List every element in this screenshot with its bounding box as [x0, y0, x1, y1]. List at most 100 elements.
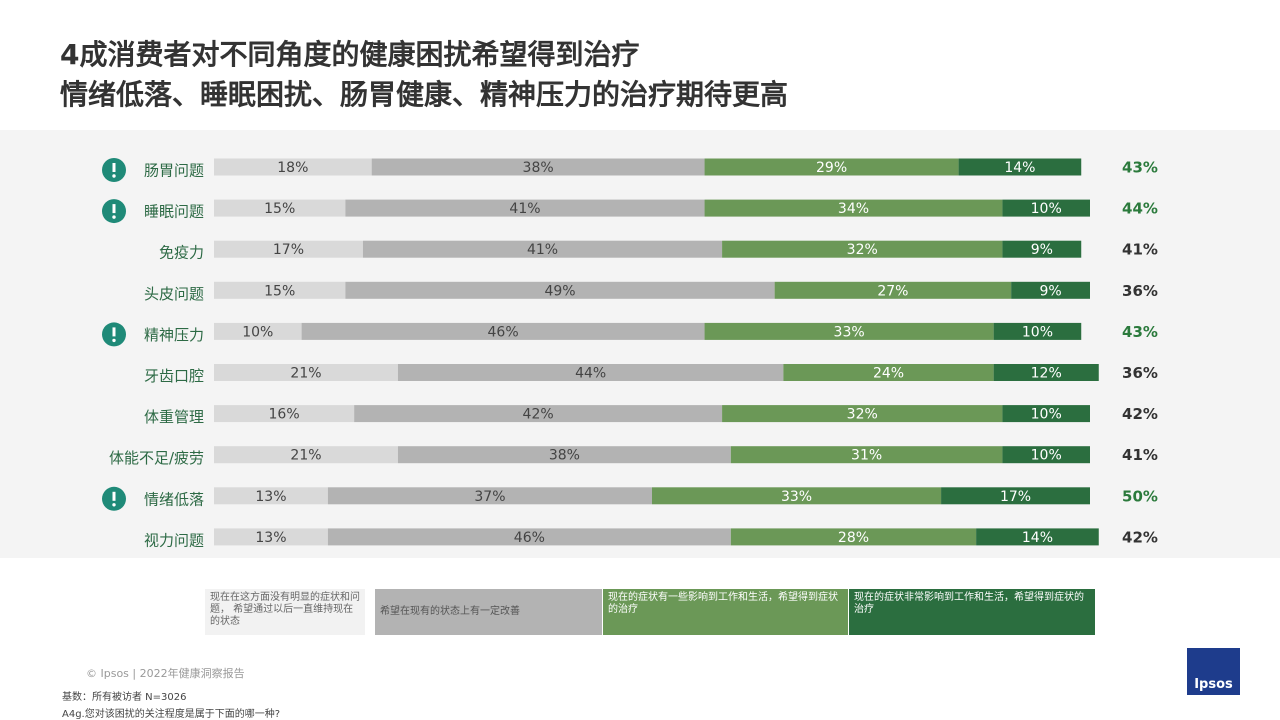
subtitle: 情绪低落、睡眠困扰、肠胃健康、精神压力的治疗期待更高 — [60, 78, 789, 111]
category-label: 情绪低落 — [144, 490, 204, 508]
bar-segment — [722, 405, 1003, 423]
bar-segment — [1002, 446, 1090, 464]
category-label: 体能不足/疲劳 — [109, 449, 204, 467]
value-label: 9% — [1031, 242, 1053, 258]
value-label: 28% — [838, 530, 869, 546]
bar-segment — [976, 528, 1099, 546]
total-label: 44% — [1122, 200, 1158, 218]
base-note: 基数：所有被访者 N=3026 — [62, 692, 187, 703]
bar-segment — [722, 240, 1003, 258]
legend-entry: 现在在这方面没有明显的症状和问题， 希望通过以后一直维持现在的状态 — [205, 589, 365, 635]
value-label: 21% — [290, 448, 321, 464]
value-label: 24% — [873, 366, 904, 382]
bar-segment — [704, 322, 994, 340]
bar-segment — [214, 281, 346, 299]
bar-segment — [958, 158, 1082, 176]
alert-icon-dot — [112, 338, 116, 343]
bar-segment — [214, 199, 346, 217]
category-label: 头皮问题 — [144, 285, 204, 303]
bar-segment — [941, 487, 1090, 505]
value-label: 29% — [816, 160, 847, 176]
value-label: 14% — [1022, 530, 1053, 546]
value-label: 46% — [514, 530, 545, 546]
bar-segment — [704, 158, 959, 176]
value-label: 9% — [1039, 283, 1061, 299]
value-label: 31% — [851, 448, 882, 464]
bar-segment — [1002, 240, 1082, 258]
alert-icon-bar — [112, 491, 116, 501]
question-note: A4g.您对该困扰的关注程度是属于下面的哪一种? — [62, 709, 281, 720]
value-label: 37% — [474, 489, 505, 505]
bar-segment — [1002, 405, 1090, 423]
title: 4成消费者对不同角度的健康困扰希望得到治疗 — [60, 38, 640, 71]
legend-entry: 现在的症状非常影响到工作和生活，希望得到症状的治疗 — [849, 589, 1095, 635]
value-label: 15% — [264, 283, 295, 299]
bar-segment — [704, 199, 1003, 217]
bar-segment — [371, 158, 705, 176]
bar-segment — [214, 240, 363, 258]
bar-segment — [214, 405, 355, 423]
alert-icon-dot — [112, 174, 116, 178]
value-label: 21% — [290, 366, 321, 382]
bar-segment — [214, 528, 328, 546]
bar-segment — [1002, 199, 1090, 217]
total-label: 50% — [1122, 487, 1158, 505]
total-label: 36% — [1122, 364, 1158, 382]
value-label: 17% — [1000, 489, 1031, 505]
value-label: 10% — [1031, 448, 1062, 464]
value-label: 38% — [523, 160, 554, 176]
value-label: 33% — [781, 489, 812, 505]
bar-segment — [214, 364, 398, 381]
category-label: 睡眠问题 — [144, 203, 204, 221]
value-label: 42% — [523, 407, 554, 423]
bar-segment — [214, 446, 398, 464]
value-label: 10% — [1022, 324, 1053, 340]
value-label: 13% — [255, 489, 286, 505]
alert-icon-bar — [112, 163, 116, 172]
bar-segment — [397, 446, 731, 464]
logo: Ipsos — [1187, 648, 1240, 695]
alert-icon-bar — [112, 204, 116, 214]
value-label: 10% — [1031, 407, 1062, 423]
value-label: 32% — [847, 242, 878, 258]
value-label: 17% — [273, 242, 304, 258]
bar-segment — [730, 446, 1003, 464]
value-label: 33% — [834, 324, 865, 340]
category-label: 视力问题 — [144, 531, 204, 549]
total-label: 41% — [1122, 446, 1158, 464]
value-label: 34% — [838, 201, 869, 217]
alert-icon-dot — [112, 215, 116, 219]
value-label: 41% — [509, 201, 540, 217]
value-label: 16% — [269, 407, 300, 423]
total-label: 42% — [1122, 528, 1158, 546]
value-label: 41% — [527, 242, 558, 258]
bar-segment — [783, 364, 994, 381]
legend-entry: 希望在现有的状态上有一定改善 — [375, 589, 602, 635]
total-label: 41% — [1122, 241, 1158, 259]
value-label: 13% — [255, 530, 286, 546]
value-label: 32% — [847, 407, 878, 423]
bar-segment — [730, 528, 977, 546]
bar-segment — [354, 405, 723, 423]
total-label: 42% — [1122, 405, 1158, 423]
total-label: 43% — [1122, 323, 1158, 341]
bar-segment — [397, 364, 784, 381]
bar-segment — [652, 487, 942, 505]
bar-segment — [774, 281, 1012, 299]
bar-segment — [327, 487, 652, 505]
total-label: 36% — [1122, 282, 1158, 300]
bar-segment — [993, 364, 1099, 381]
category-label: 肠胃问题 — [144, 162, 204, 180]
value-label: 12% — [1031, 366, 1062, 382]
alert-icon-dot — [112, 503, 116, 507]
value-label: 49% — [544, 283, 575, 299]
value-label: 15% — [264, 201, 295, 217]
category-label: 体重管理 — [144, 408, 204, 426]
value-label: 10% — [1031, 201, 1062, 217]
category-label: 免疫力 — [159, 244, 204, 262]
bar-segment — [301, 322, 705, 340]
legend-entry: 现在的症状有一些影响到工作和生活，希望得到症状的治疗 — [603, 589, 848, 635]
bar-segment — [345, 281, 775, 299]
bar-segment — [214, 487, 328, 505]
